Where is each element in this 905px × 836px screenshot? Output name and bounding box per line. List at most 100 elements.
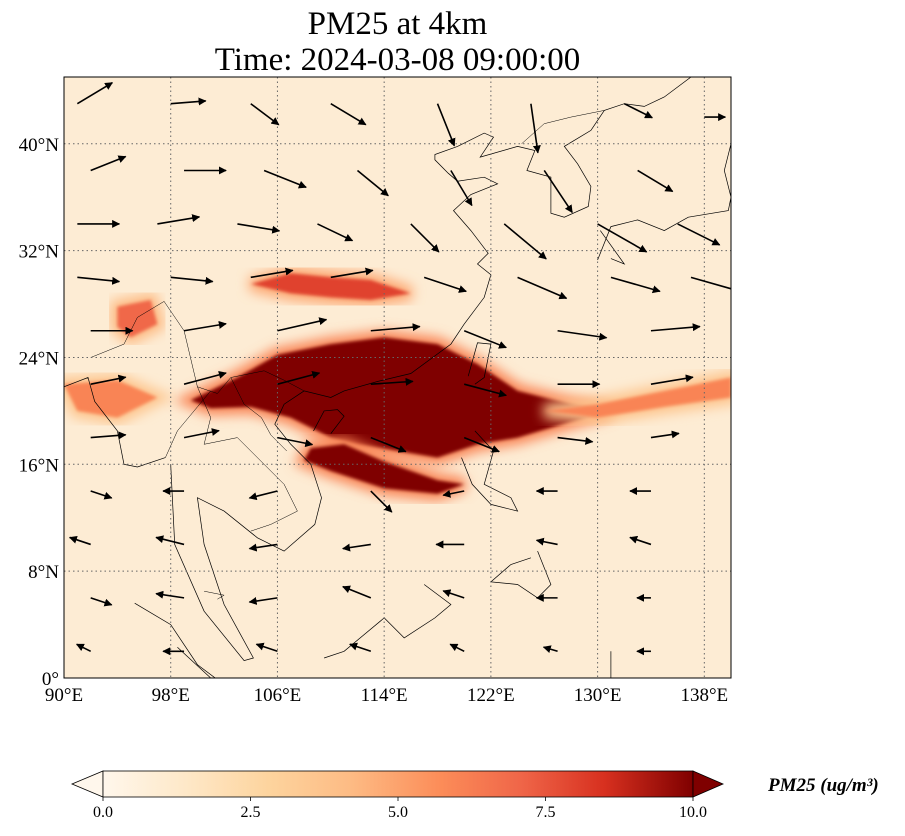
lat-tick-label: 40°N — [19, 135, 60, 156]
wind-vector — [90, 597, 113, 607]
wind-vector — [449, 643, 465, 653]
wind-vector — [342, 543, 371, 552]
wind-vector — [436, 103, 456, 147]
coastline-5 — [461, 430, 519, 512]
wind-vector — [410, 223, 440, 253]
colorbar-tick-label: 0.0 — [93, 804, 113, 821]
wind-vector — [248, 490, 278, 501]
wind-vectors — [68, 82, 731, 656]
wind-vector — [237, 223, 281, 234]
colorbar-label: PM25 (ug/m³) — [768, 775, 879, 796]
wind-vector — [557, 436, 594, 445]
coastline-2 — [313, 409, 345, 434]
wind-vector — [370, 323, 421, 332]
wind-vector — [170, 97, 207, 106]
wind-vector — [530, 103, 541, 154]
wind-vector — [629, 535, 652, 546]
wind-vector — [356, 169, 389, 197]
map-title-line1: PM25 at 4km — [307, 6, 488, 42]
coastline-1 — [467, 342, 492, 385]
coastline-4 — [600, 230, 626, 265]
wind-vector — [330, 267, 374, 279]
lon-tick-label: 90°E — [45, 685, 83, 706]
east-tail — [544, 377, 731, 418]
wind-vector — [650, 323, 701, 332]
wind-vector — [463, 383, 507, 398]
border-2 — [165, 390, 211, 458]
colorbar: 0.0 2.5 5.0 7.5 10.0 — [70, 770, 725, 821]
lon-tick-label: 122°E — [467, 685, 515, 706]
wind-vector — [90, 431, 127, 440]
wind-vector — [250, 267, 294, 279]
wind-vector — [557, 329, 608, 341]
lat-tick-label: 16°N — [19, 455, 60, 476]
wind-vector — [650, 430, 680, 439]
coastline-6 — [490, 550, 552, 599]
wind-vector — [263, 169, 307, 189]
coastline-3 — [597, 77, 731, 261]
gridlines — [64, 77, 731, 678]
border-6 — [521, 110, 605, 144]
wind-vector — [542, 645, 558, 653]
west-strip — [64, 380, 158, 418]
wind-vector — [183, 320, 227, 332]
wind-vector — [77, 276, 121, 285]
wind-vector — [370, 436, 407, 453]
wind-vector — [677, 223, 721, 246]
colorbar-tick-label: 10.0 — [679, 804, 707, 821]
wind-vector — [623, 102, 653, 119]
coastline-7 — [323, 584, 452, 659]
north-plume — [250, 273, 411, 300]
lat-tick-label: 8°N — [28, 562, 59, 583]
colorbar-tick-label: 7.5 — [536, 804, 556, 821]
wind-vector — [157, 214, 201, 225]
map-title-line2: Time: 2024-03-08 09:00:00 — [214, 42, 581, 78]
wind-vector — [503, 223, 547, 260]
lon-tick-label: 138°E — [680, 685, 728, 706]
wind-vector — [349, 642, 372, 653]
wind-vector — [68, 535, 91, 546]
wind-vector — [690, 276, 731, 290]
wind-vector — [370, 490, 393, 513]
lat-tick-label: 32°N — [19, 242, 60, 263]
wind-vector — [342, 585, 372, 599]
wind-vector — [75, 643, 92, 653]
wind-vector — [183, 370, 227, 385]
axis-tick-labels: 90°E 98°E 106°E 114°E 122°E 130°E 138°E 0° 8°N 16… — [19, 135, 729, 706]
wind-vector — [370, 377, 414, 386]
wind-vector — [250, 103, 280, 126]
wind-vector — [277, 317, 328, 332]
lat-tick-label: 0° — [42, 669, 59, 690]
coastline-0 — [170, 77, 692, 661]
wind-vector — [277, 436, 314, 448]
lon-tick-label: 106°E — [254, 685, 302, 706]
wind-vector — [170, 276, 214, 285]
wind-vector — [423, 276, 467, 293]
map-frame — [63, 76, 732, 679]
border-1 — [197, 386, 298, 532]
wind-vector — [517, 276, 568, 300]
wind-vector — [155, 590, 185, 599]
border-0 — [163, 301, 305, 394]
wind-vector — [255, 642, 278, 653]
border-5 — [204, 590, 225, 600]
wind-vector — [442, 589, 465, 599]
wind-vector — [463, 330, 507, 349]
wind-vector — [450, 170, 473, 207]
wind-vector — [248, 543, 278, 552]
wind-vector — [637, 169, 674, 193]
wind-vector — [535, 537, 558, 546]
coastline-10 — [64, 377, 166, 468]
wind-vector — [248, 597, 278, 605]
wind-vector — [597, 223, 648, 253]
coastline-8 — [134, 602, 216, 678]
wind-vector — [610, 276, 661, 294]
pm25-concentration-field — [64, 266, 731, 501]
wind-vector — [463, 436, 500, 453]
lon-tick-label: 98°E — [152, 685, 190, 706]
lon-tick-label: 114°E — [361, 685, 408, 706]
colorbar-tick-label: 2.5 — [241, 804, 261, 821]
wind-vector — [90, 490, 113, 500]
colorbar-min-extend — [70, 770, 104, 798]
